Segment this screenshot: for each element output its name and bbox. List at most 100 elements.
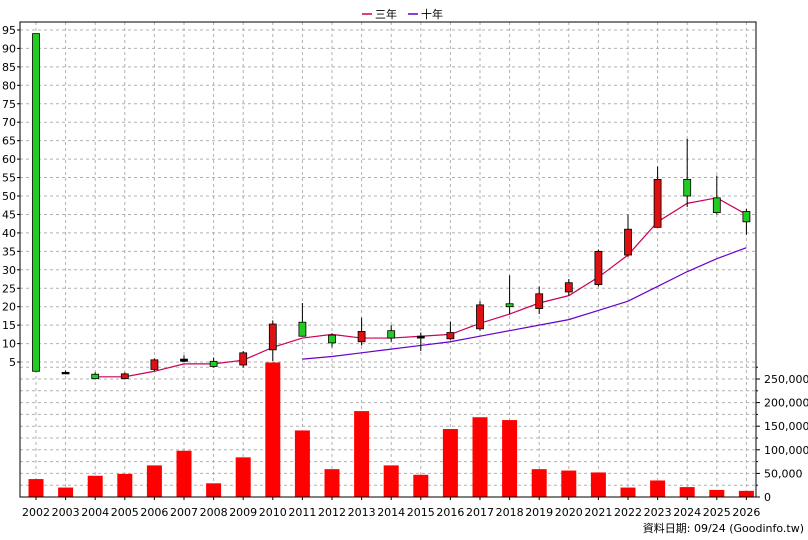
x-tick-label: 2012 xyxy=(318,506,346,519)
volume-tick-label: 50,000 xyxy=(764,467,803,480)
volume-bar-2020 xyxy=(561,470,577,497)
volume-bar-2007 xyxy=(176,450,192,497)
x-tick-label: 2019 xyxy=(525,506,553,519)
candle-body xyxy=(180,358,188,362)
candle-2002 xyxy=(32,33,40,372)
candle-body xyxy=(416,335,425,339)
volume-bar-2005 xyxy=(117,473,133,497)
volume-bar-2004 xyxy=(87,475,103,497)
volume-bar-2025 xyxy=(709,489,725,497)
volume-bar-2013 xyxy=(354,411,370,497)
x-tick-label: 2008 xyxy=(200,506,228,519)
candle-2017 xyxy=(476,301,484,331)
candle-body xyxy=(387,330,396,339)
volume-bar-2018 xyxy=(502,420,518,497)
volume-bar-2024 xyxy=(679,487,695,497)
price-tick-label: 65 xyxy=(2,135,16,148)
x-tick-label: 2023 xyxy=(644,506,672,519)
x-tick-label: 2003 xyxy=(52,506,80,519)
candle-2026 xyxy=(742,208,751,235)
x-tick-label: 2021 xyxy=(584,506,612,519)
legend-item-ten-year: 十年 xyxy=(408,7,443,21)
candle-body xyxy=(268,323,277,351)
volume-bar-2009 xyxy=(235,457,251,497)
x-tick-label: 2015 xyxy=(407,506,435,519)
candle-body xyxy=(712,197,721,214)
volume-bar-2012 xyxy=(324,469,340,497)
volume-bar-2019 xyxy=(531,469,547,497)
plot-frame xyxy=(19,21,757,498)
volume-bar-2023 xyxy=(650,480,666,497)
volume-axis-ticks: 0 50,000 100,000 150,000 200,000 250,000 xyxy=(756,366,808,504)
x-tick-label: 2002 xyxy=(22,506,50,519)
volume-tick-label: 250,000 xyxy=(764,373,808,386)
plot-border xyxy=(19,21,757,498)
candle-2019 xyxy=(535,286,544,315)
volume-bars xyxy=(28,362,754,497)
candle-2023 xyxy=(653,166,662,228)
x-tick-label: 2024 xyxy=(673,506,701,519)
x-tick-label: 2011 xyxy=(288,506,316,519)
x-tick-label: 2007 xyxy=(170,506,198,519)
candle-2010 xyxy=(268,320,277,361)
candle-2016 xyxy=(446,321,455,340)
candle-2024 xyxy=(683,138,692,208)
price-tick-label: 25 xyxy=(2,282,16,295)
candle-body xyxy=(357,331,366,343)
price-tick-label: 30 xyxy=(2,264,16,277)
legend-label: 十年 xyxy=(421,7,443,21)
candle-body xyxy=(742,211,751,223)
candle-2007 xyxy=(180,355,188,363)
candle-2008 xyxy=(209,357,218,368)
x-tick-label: 2018 xyxy=(496,506,524,519)
candle-2013 xyxy=(357,317,366,346)
candle-body xyxy=(209,360,218,367)
x-tick-label: 2025 xyxy=(703,506,731,519)
price-tick-label: 15 xyxy=(2,319,16,332)
price-tick-label: 70 xyxy=(2,116,16,129)
price-tick-label: 80 xyxy=(2,79,16,92)
volume-bar-2026 xyxy=(738,490,754,497)
price-tick-label: 50 xyxy=(2,190,16,203)
price-tick-label: 40 xyxy=(2,227,16,240)
price-tick-label: 20 xyxy=(2,301,16,314)
candle-body xyxy=(535,293,544,309)
price-tick-label: 60 xyxy=(2,153,16,166)
candle-2012 xyxy=(328,333,336,348)
price-tick-label: 35 xyxy=(2,245,16,258)
grid-lines xyxy=(20,22,756,497)
x-tick-label: 2006 xyxy=(140,506,168,519)
x-tick-label: 2016 xyxy=(436,506,464,519)
volume-bar-2015 xyxy=(413,474,429,497)
candle-body xyxy=(298,321,307,337)
volume-bar-2021 xyxy=(590,472,606,497)
x-tick-label: 2005 xyxy=(111,506,139,519)
candle-2003 xyxy=(61,370,70,375)
candlesticks xyxy=(32,33,751,380)
volume-bar-2022 xyxy=(620,487,636,497)
volume-bar-2017 xyxy=(472,417,488,497)
candle-2021 xyxy=(594,249,603,287)
x-tick-label: 2026 xyxy=(732,506,760,519)
candle-body xyxy=(239,352,248,366)
x-axis-ticks: 2002 2003 2004 2005 2006 2007 2008 2009 2010 2011… xyxy=(22,497,760,519)
candle-2005 xyxy=(120,372,129,380)
x-tick-label: 2017 xyxy=(466,506,494,519)
candle-body xyxy=(505,303,514,308)
volume-bar-2008 xyxy=(206,483,222,497)
x-tick-label: 2004 xyxy=(81,506,109,519)
candle-2014 xyxy=(387,325,396,342)
candle-body xyxy=(91,373,100,380)
legend: 三年 十年 xyxy=(362,7,443,21)
candle-2006 xyxy=(150,358,159,371)
candle-body xyxy=(683,178,692,197)
candle-body xyxy=(32,33,40,372)
price-tick-label: 55 xyxy=(2,172,16,185)
legend-label: 三年 xyxy=(375,7,397,21)
x-tick-label: 2010 xyxy=(259,506,287,519)
candle-body xyxy=(150,359,159,370)
candle-body xyxy=(653,178,662,228)
candle-body xyxy=(476,304,484,330)
x-tick-label: 2014 xyxy=(377,506,405,519)
